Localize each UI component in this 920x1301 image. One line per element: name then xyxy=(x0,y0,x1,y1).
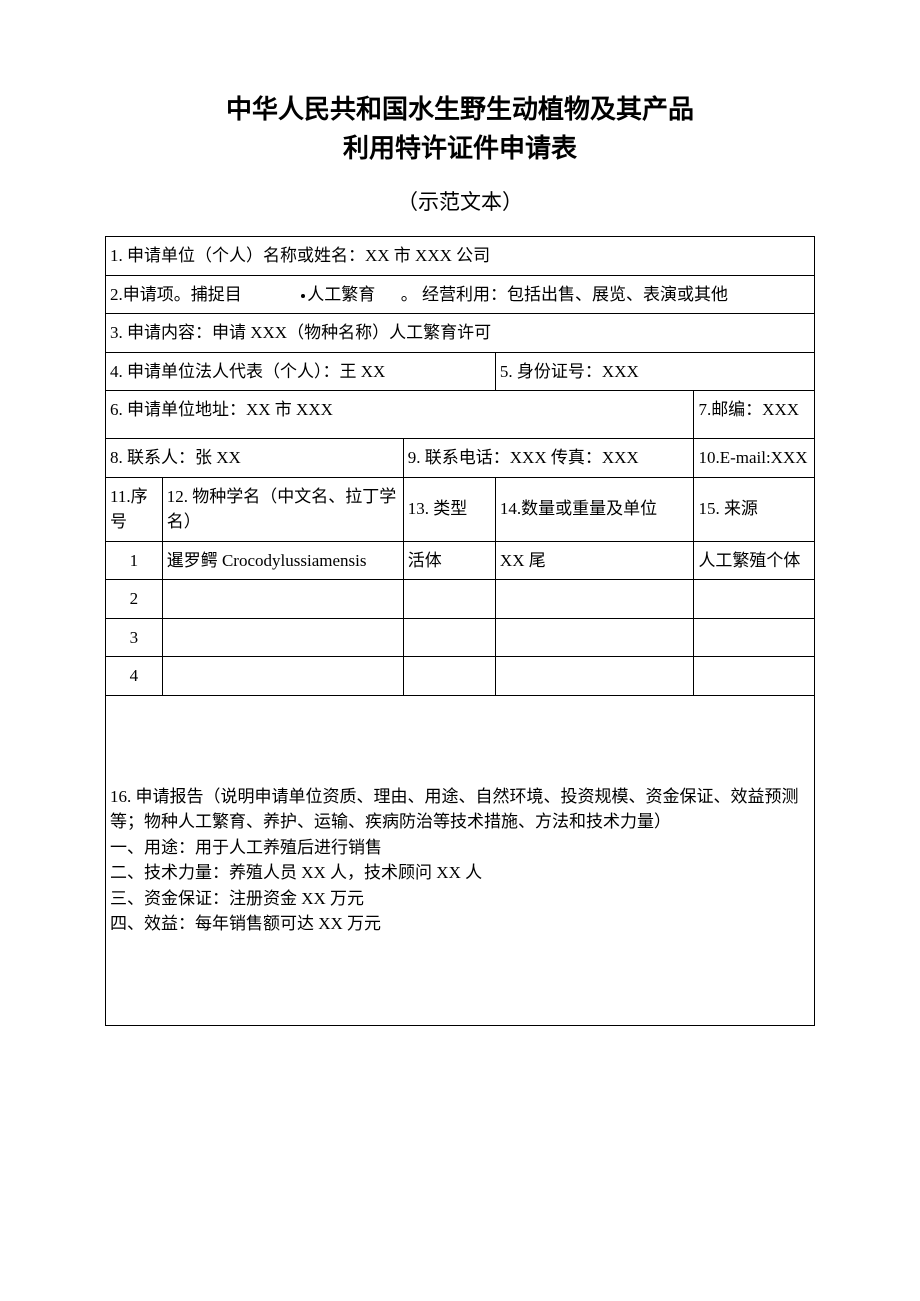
row-address-postcode: 6. 申请单位地址：XX 市 XXX 7.邮编：XXX xyxy=(106,391,815,439)
cell-legal-rep: 4. 申请单位法人代表（个人）：王 XX xyxy=(106,352,496,391)
option-business-use: 经营利用：包括出售、展览、表演或其他 xyxy=(422,285,728,304)
bullet-icon xyxy=(301,294,305,298)
cell-species-name-1: 暹罗鳄 Crocodylussiamensis xyxy=(162,541,403,580)
cell-contact-person: 8. 联系人：张 XX xyxy=(106,439,404,478)
subtitle: （示范文本） xyxy=(105,186,815,216)
cell-type-4 xyxy=(403,657,495,696)
row-legal-rep-id: 4. 申请单位法人代表（个人）：王 XX 5. 身份证号：XXX xyxy=(106,352,815,391)
row-report: 16. 申请报告（说明申请单位资质、理由、用途、自然环境、投资规模、资金保证、效… xyxy=(106,695,815,1025)
cell-seq-1: 1 xyxy=(106,541,163,580)
row-species-3: 3 xyxy=(106,618,815,657)
row-applicant-name: 1. 申请单位（个人）名称或姓名：XX 市 XXX 公司 xyxy=(106,237,815,276)
cell-id-number: 5. 身份证号：XXX xyxy=(495,352,814,391)
option-capture: 捕捉目 xyxy=(191,285,242,304)
cell-type-1: 活体 xyxy=(403,541,495,580)
cell-phone-fax: 9. 联系电话：XXX 传真：XXX xyxy=(403,439,694,478)
cell-report: 16. 申请报告（说明申请单位资质、理由、用途、自然环境、投资规模、资金保证、效… xyxy=(106,695,815,1025)
header-type: 13. 类型 xyxy=(403,477,495,541)
cell-application-type: 2.申请项。捕捉目 人工繁育 。 经营利用：包括出售、展览、表演或其他 xyxy=(106,275,815,314)
cell-postcode: 7.邮编：XXX xyxy=(694,391,815,439)
cell-qty-1: XX 尾 xyxy=(495,541,694,580)
header-seq-no: 11.序号 xyxy=(106,477,163,541)
row-species-header: 11.序号 12. 物种学名（中文名、拉丁学名） 13. 类型 14.数量或重量… xyxy=(106,477,815,541)
label-application-type: 2.申请项 xyxy=(110,285,174,304)
row-application-type: 2.申请项。捕捉目 人工繁育 。 经营利用：包括出售、展览、表演或其他 xyxy=(106,275,815,314)
cell-species-name-4 xyxy=(162,657,403,696)
report-line-2: 二、技术力量：养殖人员 XX 人，技术顾问 XX 人 xyxy=(110,860,810,886)
cell-seq-4: 4 xyxy=(106,657,163,696)
option-breeding: 人工繁育 xyxy=(307,285,375,304)
cell-applicant-name: 1. 申请单位（个人）名称或姓名：XX 市 XXX 公司 xyxy=(106,237,815,276)
row-contact: 8. 联系人：张 XX 9. 联系电话：XXX 传真：XXX 10.E-mail… xyxy=(106,439,815,478)
report-header: 16. 申请报告（说明申请单位资质、理由、用途、自然环境、投资规模、资金保证、效… xyxy=(110,784,810,835)
application-form-table: 1. 申请单位（个人）名称或姓名：XX 市 XXX 公司 2.申请项。捕捉目 人… xyxy=(105,236,815,1026)
cell-qty-4 xyxy=(495,657,694,696)
page: 中华人民共和国水生野生动植物及其产品 利用特许证件申请表 （示范文本） 1. 申… xyxy=(0,0,920,1301)
cell-species-name-3 xyxy=(162,618,403,657)
cell-src-4 xyxy=(694,657,815,696)
report-line-3: 三、资金保证：注册资金 XX 万元 xyxy=(110,886,810,912)
cell-src-3 xyxy=(694,618,815,657)
cell-src-2 xyxy=(694,580,815,619)
cell-email: 10.E-mail:XXX xyxy=(694,439,815,478)
header-source: 15. 来源 xyxy=(694,477,815,541)
header-species-name: 12. 物种学名（中文名、拉丁学名） xyxy=(162,477,403,541)
cell-type-2 xyxy=(403,580,495,619)
report-line-1: 一、用途：用于人工养殖后进行销售 xyxy=(110,835,810,861)
cell-type-3 xyxy=(403,618,495,657)
row-species-2: 2 xyxy=(106,580,815,619)
cell-qty-2 xyxy=(495,580,694,619)
report-line-4: 四、效益：每年销售额可达 XX 万元 xyxy=(110,911,810,937)
cell-qty-3 xyxy=(495,618,694,657)
row-species-1: 1 暹罗鳄 Crocodylussiamensis 活体 XX 尾 人工繁殖个体 xyxy=(106,541,815,580)
row-species-4: 4 xyxy=(106,657,815,696)
cell-src-1: 人工繁殖个体 xyxy=(694,541,815,580)
cell-application-content: 3. 申请内容：申请 XXX（物种名称）人工繁育许可 xyxy=(106,314,815,353)
title-line-1: 中华人民共和国水生野生动植物及其产品 xyxy=(105,90,815,129)
header-quantity: 14.数量或重量及单位 xyxy=(495,477,694,541)
title-line-2: 利用特许证件申请表 xyxy=(105,129,815,168)
cell-species-name-2 xyxy=(162,580,403,619)
cell-seq-3: 3 xyxy=(106,618,163,657)
cell-seq-2: 2 xyxy=(106,580,163,619)
cell-address: 6. 申请单位地址：XX 市 XXX xyxy=(106,391,694,439)
row-application-content: 3. 申请内容：申请 XXX（物种名称）人工繁育许可 xyxy=(106,314,815,353)
